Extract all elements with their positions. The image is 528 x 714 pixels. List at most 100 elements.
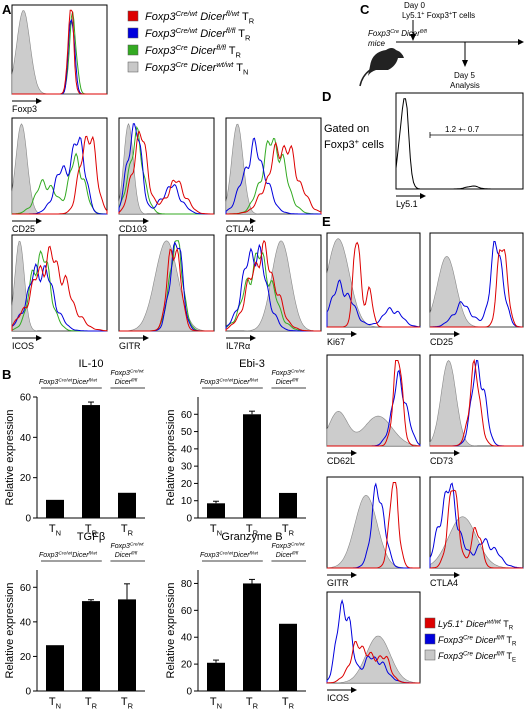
bar-x-tick-label-3-1: TR [246,696,259,710]
bar-group-label-2b-1-part: Dicer [276,379,293,386]
bar-x-tick-label-0-1-part: R [92,528,98,537]
bar-x-tick-label-1-1: TR [246,523,259,537]
legend-e-swatch-1 [424,633,436,645]
bar-y-tick-label-3: 60 [181,606,193,617]
bar-group-label-1-1-part: fl/wt [250,377,259,383]
bar-1-2 [279,492,297,518]
hist-cd25-arrow-head [36,218,42,224]
hist-cd73-label: CD73 [430,456,453,466]
bar-y-tick-label-2: 40 [20,617,32,628]
bar-y-axis-label-0: Relative expression [4,410,16,506]
bar-group-label-2b-1-part: fl/fl [292,377,299,383]
hist-icos-e-label: ICOS [327,693,349,703]
bar-group-label-2a-3: Foxp3Cre/wt [271,541,305,550]
bar-x-tick-label-1-2-part: R [289,528,295,537]
bar-y-tick-label-1: 50 [181,427,193,438]
legend-a-entry-3-part: Cre [176,60,188,69]
day0-cells-label: Ly5.1+ Foxp3+T cells [402,11,475,20]
legend-a-entry-1-part: Dicer [197,28,227,40]
bar-group-label-1-2-part: Foxp3 [39,552,59,559]
hist-icos-a-trace-3 [11,245,108,332]
mouse-genotype-label: Foxp3Cre Dicerfl/fl [368,29,428,38]
bar-y-tick-label-1: 20 [181,479,193,490]
legend-e-swatch-2 [424,649,436,661]
legend-e-entry-1-part: R [512,641,517,648]
hist-cd62l-trace-0 [326,410,421,447]
hist-ctla4-a-arrow-head [250,218,256,224]
hist-ctla4-e-trace-2 [430,489,523,569]
legend-a-entry-0: Foxp3Cre/wt Dicerfl/wt TR [145,9,255,25]
bar-0-1 [82,405,100,518]
legend-e-entry-0-part: R [509,625,514,632]
bar-y-tick-label-0: 0 [25,514,31,525]
bar-group-label-1-0-part: Dicer [72,379,89,386]
bar-y-tick-label-3: 0 [186,687,192,698]
bar-group-label-2b-2-part: Dicer [115,552,132,559]
bar-3-2 [279,623,297,691]
bar-group-label-1-0-part: Cre/wt [58,377,72,383]
hist-gitr-e-label: GITR [327,578,349,588]
day0-cells-label-part: T cells [452,11,475,20]
bar-y-tick-label-0: 60 [20,393,32,404]
bar-group-label-1-3: Foxp3Cre/wtDicerfl/wt [200,550,259,559]
mouse-icon [368,48,404,76]
bar-x-tick-label-3-0: TN [210,696,222,710]
legend-e-entry-2-part: T [504,651,512,661]
panel-a-label: A [2,2,12,17]
hist-cd62l-trace-2 [327,360,420,447]
hist-il7ra-label: IL7Rα [226,341,250,351]
bar-group-label-2b-1: Dicerfl/fl [276,377,299,386]
hist-gitr-a-trace-3 [119,247,214,332]
bar-y-tick-label-2: 0 [25,687,31,698]
day5-arrowhead [462,60,468,67]
hist-ly51-arrow-head [420,193,426,199]
legend-a-entry-2-part: R [235,50,241,59]
bar-group-label-2a-1-part: Foxp3 [271,370,291,377]
bar-x-tick-label-2-1-part: R [92,701,98,710]
legend-a-entry-2-part: Foxp3 [145,45,176,57]
bar-group-label-1-1-part: Cre/wt [219,377,233,383]
bar-x-tick-label-2-1: TR [85,696,98,710]
legend-e-entry-2-part: Dicer [473,651,498,661]
legend-a-entry-3-part: T [233,62,243,74]
hist-icos-e-arrow-head [351,687,357,693]
bar-y-tick-label-3: 20 [181,660,193,671]
legend-e-entry-1-part: Cre [463,635,473,642]
bar-group-label-1-3-part: Cre/wt [219,550,233,556]
bar-chart-title-3: Granzyme B [221,531,282,543]
mouse-genotype-label-part: fl/fl [420,29,428,35]
panel-d-gated-label: Gated on [324,123,369,135]
bar-group-label-2a-1: Foxp3Cre/wt [271,368,305,377]
bar-group-label-2b-3-part: fl/fl [292,550,299,556]
legend-a-entry-0-part: fl/wt [226,9,240,18]
bar-x-tick-label-0-0-part: N [56,528,61,537]
legend-e-entry-1: Foxp3Cre Dicerfl/fl TR [438,635,517,648]
bar-x-tick-label-2-2-part: T [121,696,128,708]
panel-d-foxp3-label-part: Foxp3 [324,139,355,151]
mouse-genotype-label-part: Foxp3 [368,29,391,38]
bar-group-label-2a-2: Foxp3Cre/wt [110,541,144,550]
bar-x-tick-label-1-0: TN [210,523,222,537]
legend-a-entry-2: Foxp3Cre Dicerfl/fl TR [145,43,241,59]
bar-group-label-2b-0: Dicerfl/fl [115,377,138,386]
hist-ctla4-a-trace-2 [225,137,321,215]
hist-ki67-arrow-head [351,331,357,337]
day5-label: Day 5 [454,71,475,80]
bar-x-tick-label-2-1-part: T [85,696,92,708]
hist-cd103-trace-3 [118,130,214,215]
bar-chart-title-2: TGFβ [77,531,105,543]
bar-x-tick-label-0-2-part: T [121,523,128,535]
bar-2-0 [46,645,64,691]
day0-cells-label-part: + [421,11,424,17]
bar-x-tick-label-0-1-part: T [85,523,92,535]
legend-a-entry-3-part: Foxp3 [145,62,176,74]
mouse-genotype-label-part: Dicer [399,29,420,38]
hist-cd25-e-arrow-head [454,331,460,337]
bar-group-label-2a-0-part: Foxp3 [110,370,130,377]
bar-x-tick-label-1-2: TR [282,523,295,537]
bar-group-label-1-1-part: Dicer [233,379,250,386]
hist-icos-e-trace-0 [327,635,421,684]
hist-cd103-trace-2 [118,123,214,215]
panel-d-label: D [322,89,331,104]
bar-x-tick-label-0-1: TR [85,523,98,537]
